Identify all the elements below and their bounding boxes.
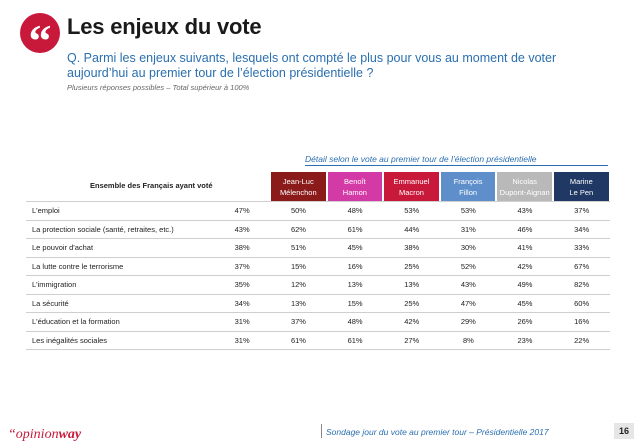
- survey-question: Q. Parmi les enjeux suivants, lesquels o…: [67, 51, 557, 80]
- value-cell: 52%: [440, 257, 497, 276]
- total-cell: 47%: [214, 201, 271, 221]
- value-cell: 38%: [383, 238, 441, 258]
- candidate-header: Jean-Luc Mélenchon: [271, 172, 326, 202]
- value-cell: 13%: [326, 275, 384, 295]
- value-cell: 25%: [383, 257, 441, 276]
- value-cell: 15%: [326, 294, 384, 313]
- row-label: Les inégalités sociales: [26, 331, 215, 350]
- footer-source: Sondage jour du vote au premier tour – P…: [326, 427, 549, 437]
- value-cell: 61%: [326, 331, 384, 350]
- value-cell: 82%: [553, 275, 610, 295]
- value-cell: 37%: [553, 201, 610, 221]
- table-row: L'emploi 47% 50% 48% 53% 53% 43% 37%: [26, 201, 610, 221]
- value-cell: 53%: [383, 201, 441, 221]
- row-label: L'immigration: [26, 275, 215, 295]
- row-label: L'éducation et la formation: [26, 312, 215, 332]
- value-cell: 46%: [496, 220, 554, 239]
- value-cell: 29%: [440, 312, 497, 332]
- row-label: La sécurité: [26, 294, 215, 313]
- value-cell: 47%: [440, 294, 497, 313]
- table-row: Le pouvoir d'achat 38% 51% 45% 38% 30% 41% 33%: [26, 238, 610, 258]
- row-label: La protection sociale (santé, retraites,…: [26, 220, 215, 239]
- value-cell: 37%: [270, 312, 327, 332]
- table-row: La protection sociale (santé, retraites,…: [26, 220, 610, 239]
- total-cell: 37%: [214, 257, 271, 276]
- total-cell: 43%: [214, 220, 271, 239]
- value-cell: 49%: [496, 275, 554, 295]
- results-table: L'emploi 47% 50% 48% 53% 53% 43% 37% La protecti…: [26, 201, 610, 350]
- value-cell: 53%: [440, 201, 497, 221]
- value-cell: 15%: [270, 257, 327, 276]
- candidate-header: François Fillon: [440, 172, 496, 202]
- value-cell: 48%: [326, 201, 384, 221]
- value-cell: 45%: [496, 294, 554, 313]
- table-row: L'immigration 35% 12% 13% 13% 43% 49% 82%: [26, 275, 610, 295]
- value-cell: 23%: [496, 331, 554, 350]
- value-cell: 26%: [496, 312, 554, 332]
- candidate-header: Marine Le Pen: [554, 172, 609, 202]
- value-cell: 34%: [553, 220, 610, 239]
- response-note: Plusieurs réponses possibles – Total sup…: [67, 83, 250, 92]
- value-cell: 13%: [383, 275, 441, 295]
- page-number: 16: [614, 423, 634, 439]
- value-cell: 43%: [496, 201, 554, 221]
- candidate-header: Emmanuel Macron: [384, 172, 439, 202]
- value-cell: 30%: [440, 238, 497, 258]
- value-cell: 41%: [496, 238, 554, 258]
- row-label: Le pouvoir d'achat: [26, 238, 215, 258]
- page-title: Les enjeux du vote: [67, 14, 262, 39]
- value-cell: 16%: [326, 257, 384, 276]
- value-cell: 45%: [326, 238, 384, 258]
- total-cell: 38%: [214, 238, 271, 258]
- row-label: La lutte contre le terrorisme: [26, 257, 215, 276]
- value-cell: 33%: [553, 238, 610, 258]
- row-label: L'emploi: [26, 201, 215, 221]
- candidate-header: Nicolas Dupont-Aignan: [497, 172, 552, 202]
- value-cell: 51%: [270, 238, 327, 258]
- value-cell: 50%: [270, 201, 327, 221]
- total-cell: 31%: [214, 312, 271, 332]
- total-cell: 31%: [214, 331, 271, 350]
- value-cell: 61%: [270, 331, 327, 350]
- total-column-header: Ensemble des Français ayant voté: [90, 181, 213, 190]
- value-cell: 31%: [440, 220, 497, 239]
- value-cell: 42%: [496, 257, 554, 276]
- footer-divider: [321, 424, 322, 438]
- table-row: L'éducation et la formation 31% 37% 48% 42% 2…: [26, 312, 610, 332]
- detail-caption: Détail selon le vote au premier tour de …: [305, 154, 608, 166]
- table-row: Les inégalités sociales 31% 61% 61% 27% 8% 23%…: [26, 331, 610, 350]
- value-cell: 12%: [270, 275, 327, 295]
- value-cell: 67%: [553, 257, 610, 276]
- value-cell: 13%: [270, 294, 327, 313]
- value-cell: 27%: [383, 331, 441, 350]
- value-cell: 16%: [553, 312, 610, 332]
- value-cell: 8%: [440, 331, 497, 350]
- value-cell: 22%: [553, 331, 610, 350]
- value-cell: 25%: [383, 294, 441, 313]
- opinionway-logo: “opinionway: [8, 427, 82, 442]
- value-cell: 62%: [270, 220, 327, 239]
- value-cell: 43%: [440, 275, 497, 295]
- value-cell: 44%: [383, 220, 441, 239]
- table-row: La lutte contre le terrorisme 37% 15% 16% 25…: [26, 257, 610, 276]
- table-row: La sécurité 34% 13% 15% 25% 47% 45% 60%: [26, 294, 610, 313]
- total-cell: 34%: [214, 294, 271, 313]
- value-cell: 42%: [383, 312, 441, 332]
- value-cell: 48%: [326, 312, 384, 332]
- value-cell: 61%: [326, 220, 384, 239]
- total-cell: 35%: [214, 275, 271, 295]
- candidate-header: Benoît Hamon: [327, 172, 383, 202]
- quote-logo-icon: “: [20, 13, 60, 66]
- value-cell: 60%: [553, 294, 610, 313]
